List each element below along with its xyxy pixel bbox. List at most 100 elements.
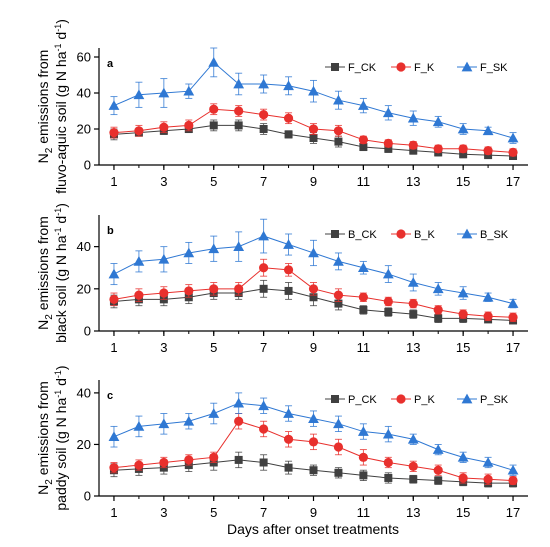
panel-a-legend-f-ck-marker [331,63,339,71]
panel-c-y-tick-label: 40 [77,385,91,400]
panel-a-series-f-k-point [109,128,119,138]
panel-b-series-b-sk-point [333,256,344,266]
panel-c-series-p-k-point [308,437,319,447]
panel-b-series-b-k-point [184,286,194,296]
panel-b-x-tick-label: 1 [110,340,117,355]
panel-b-series-b-k-point [234,284,244,294]
panel-c-y-label-line1: N2 emissions from [35,381,55,495]
panel-c-y-tick-label: 20 [77,437,91,452]
panel-c-legend-p-ck-marker [331,395,339,403]
panel-b-series-b-sk-point [283,239,294,249]
panel-b-legend-b-k-marker [396,229,406,239]
panel-a-series-f-k-point [508,147,518,157]
panel-a-series-f-sk-point [407,112,419,123]
panel-a-series-f-k-point [283,113,294,123]
panel-b-y-tick-label: 0 [84,324,91,339]
panel-c-x-tick-label: 9 [310,505,317,520]
panel-b-y-tick-label: 20 [77,281,91,296]
panel-a-x-tick-label: 1 [110,174,117,189]
panel-c-series-p-k-point [159,457,169,468]
panel-c-series-p-k-point [408,461,418,471]
panel-a-series-f-ck-point [334,137,343,146]
panel-b-series-b-ck-point [359,305,368,314]
panel-b-series-b-sk [108,218,519,309]
panel-a-series-f-sk-point [432,116,444,127]
panel-b-series-b-sk-point [183,247,195,258]
panel-b-series-b-sk-point [457,287,469,298]
panel-a-series-f-k-point [333,126,344,136]
panel-b-series-b-ck-point [284,286,293,295]
panel-a-y-tick-label: 20 [77,122,91,137]
panel-c-series-p-k [109,413,518,486]
panel-c-series-p-sk-point [333,418,344,429]
panel-a-series-f-k-point [458,144,468,154]
panel-a-letter: a [107,58,114,70]
panel-b-series-b-ck-point [259,284,268,293]
panel-a-series-f-sk-point [158,87,170,98]
panel-b-series-b-k-point [283,265,294,275]
panel-c-series-p-sk-point [507,464,519,475]
panel-c-series-p-sk-point [158,418,170,429]
panel-b-series-b-k-point [483,311,493,321]
panel-c-letter: c [107,390,113,402]
panel-c-series-p-ck-point [409,475,418,484]
panel-a-series-f-sk-point [233,78,245,89]
panel-c-series-p-k-point [134,460,144,470]
panel-a-legend-f-sk-label: F_SK [480,62,508,74]
panel-b-series-b-sk-point [258,230,270,241]
panel-c-series-p-sk-point [108,431,120,442]
panel-a-x-tick-label: 7 [260,174,267,189]
panel-c-series-p-sk-point [382,428,394,439]
panel-c-series-p-sk-point [407,433,419,444]
panel-b-legend-b-ck-label: B_CK [348,229,377,241]
panel-c-legend-p-sk-label: P_SK [480,394,509,406]
panel-a-series-f-sk-point [507,132,519,143]
panel-a-legend: F_CK F_K F_SK [325,61,508,74]
panel-c-series-p-k-point [234,416,244,426]
panel-b-letter: b [107,225,114,237]
panel-b-series-b-sk-point [208,243,220,254]
panel-c-series-p-k-point [184,455,194,465]
panel-a-series-f-k-point [234,106,244,116]
panel-c-x-tick-label: 11 [357,505,371,520]
panel-b-series-b-k-point [259,263,269,273]
panel-b-x-tick-label: 17 [506,340,520,355]
panel-a-series-f-sk-point [482,125,494,136]
panel-b-series-b-ck-point [384,308,393,317]
panel-a-series-f-k-point [134,126,144,136]
panel-a-y-tick-label: 0 [84,158,91,173]
panel-c-x-tick-label: 13 [406,505,420,520]
panel-b-series-b-k-point [159,288,169,298]
panel-b-x-tick-label: 7 [260,340,267,355]
panel-b-legend-b-ck-marker [331,230,339,238]
panel-b-x-tick-label: 13 [406,340,420,355]
panel-c-series-p-ck-point [259,458,268,467]
panel-c-series-p-k-point [283,434,294,444]
panel-b-x-tick-label: 9 [310,340,317,355]
panel-b-series-b-k-point [508,312,518,322]
panel-a-legend-f-k-marker [396,62,406,72]
panel-a-x-tick-label: 9 [310,174,317,189]
panel-c-series-p-sk-point [258,400,270,411]
panel-a-x-tick-label: 17 [506,174,520,189]
panel-a-series-f-k-point [259,110,269,120]
panel-a-series-f-sk-point [108,100,120,110]
panel-a-y-label-line2: fluvo-aquic soil (g N ha-1 d-1) [53,19,69,194]
panel-a-series-f-sk-point [133,89,145,100]
panel-a-x-tick-label: 13 [406,174,420,189]
panel-c-series-p-ck-point [434,476,443,485]
panel-b-legend: B_CK B_K B_SK [325,228,509,241]
panel-a-series-f-sk-point [208,57,220,67]
panel-b-legend-b-sk-label: B_SK [480,229,509,241]
panel-c-series-p-k-point [333,442,344,452]
panel-c-x-tick-label: 15 [456,505,470,520]
panel-b-series-b-k-point [134,290,144,300]
panel-b-series-b-sk-point [357,262,369,273]
panel-c-series-p-k-point [109,463,119,473]
panel-c-series-p-sk-point [133,421,145,431]
panel-b-series-b-k-point [458,309,468,319]
panel-a-series-f-sk-point [183,85,195,96]
panel-a-series-f-sk-point [457,123,469,134]
panel-a-legend-f-ck-label: F_CK [348,62,377,74]
